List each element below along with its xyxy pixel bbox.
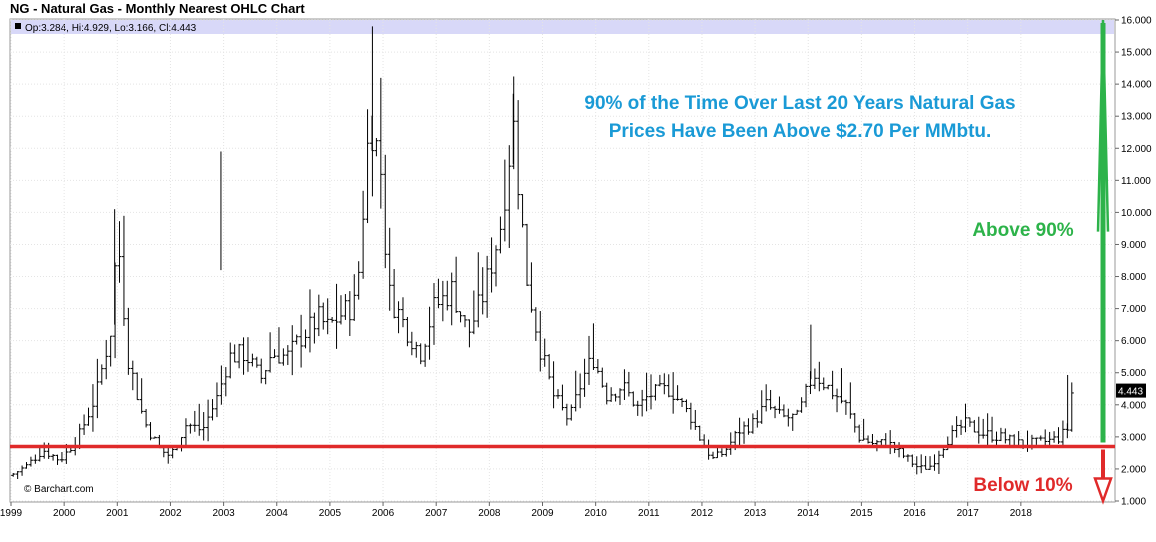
y-tick-label: 15.000 bbox=[1121, 48, 1152, 59]
y-tick-label: 13.000 bbox=[1121, 112, 1152, 123]
x-tick-label: 2001 bbox=[106, 508, 129, 519]
readout-marker bbox=[15, 23, 21, 29]
y-tick-label: 11.000 bbox=[1121, 176, 1151, 187]
headline-line-2: Prices Have Been Above $2.70 Per MMbtu. bbox=[609, 121, 992, 142]
x-tick-label: 2014 bbox=[797, 508, 820, 519]
last-price-box bbox=[1116, 383, 1146, 398]
y-tick-label: 12.000 bbox=[1121, 144, 1152, 155]
y-tick-label: 14.000 bbox=[1121, 80, 1152, 91]
x-tick-label: 2010 bbox=[585, 508, 608, 519]
y-tick-label: 1.000 bbox=[1121, 497, 1146, 508]
x-tick-label: 2018 bbox=[1010, 508, 1033, 519]
x-tick-label: 2002 bbox=[159, 508, 182, 519]
x-tick-label: 2013 bbox=[744, 508, 767, 519]
y-tick-label: 5.000 bbox=[1121, 368, 1146, 379]
x-tick-label: 2016 bbox=[903, 508, 926, 519]
y-tick-label: 7.000 bbox=[1121, 304, 1146, 315]
ohlc-readout: Op:3.284, Hi:4.929, Lo:3.166, Cl:4.443 bbox=[25, 23, 197, 34]
x-tick-label: 2015 bbox=[850, 508, 873, 519]
below-arrow-head bbox=[1093, 477, 1113, 505]
y-tick-label: 2.000 bbox=[1121, 464, 1146, 475]
readout-band bbox=[11, 20, 1114, 34]
y-tick-label: 10.000 bbox=[1121, 208, 1152, 219]
headline-line-1: 90% of the Time Over Last 20 Years Natur… bbox=[584, 93, 1015, 114]
x-tick-label: 2003 bbox=[212, 508, 235, 519]
last-price-label: 4.443 bbox=[1118, 387, 1143, 398]
y-tick-label: 4.000 bbox=[1121, 400, 1146, 411]
x-tick-label: 2012 bbox=[691, 508, 714, 519]
y-tick-label: 9.000 bbox=[1121, 240, 1146, 251]
x-tick-label: 1999 bbox=[0, 508, 23, 519]
above-arrow-head bbox=[1096, 19, 1110, 232]
x-tick-label: 2006 bbox=[372, 508, 395, 519]
chart-title: NG - Natural Gas - Monthly Nearest OHLC … bbox=[10, 1, 305, 16]
y-tick-label: 6.000 bbox=[1121, 336, 1146, 347]
below-label: Below 10% bbox=[973, 475, 1072, 496]
y-tick-label: 8.000 bbox=[1121, 272, 1146, 283]
x-tick-label: 2008 bbox=[478, 508, 501, 519]
x-tick-label: 2009 bbox=[531, 508, 554, 519]
ohlc-bars bbox=[11, 26, 1074, 479]
y-tick-label: 3.000 bbox=[1121, 432, 1146, 443]
plot-area bbox=[9, 18, 1116, 503]
above-label: Above 90% bbox=[972, 220, 1073, 241]
x-tick-label: 2007 bbox=[425, 508, 448, 519]
y-tick-label: 16.000 bbox=[1121, 16, 1152, 27]
x-tick-label: 2000 bbox=[53, 508, 76, 519]
x-tick-label: 2011 bbox=[638, 508, 660, 519]
x-tick-label: 2017 bbox=[957, 508, 980, 519]
x-tick-label: 2004 bbox=[266, 508, 289, 519]
x-tick-label: 2005 bbox=[319, 508, 342, 519]
barchart-credit: © Barchart.com bbox=[24, 484, 94, 495]
